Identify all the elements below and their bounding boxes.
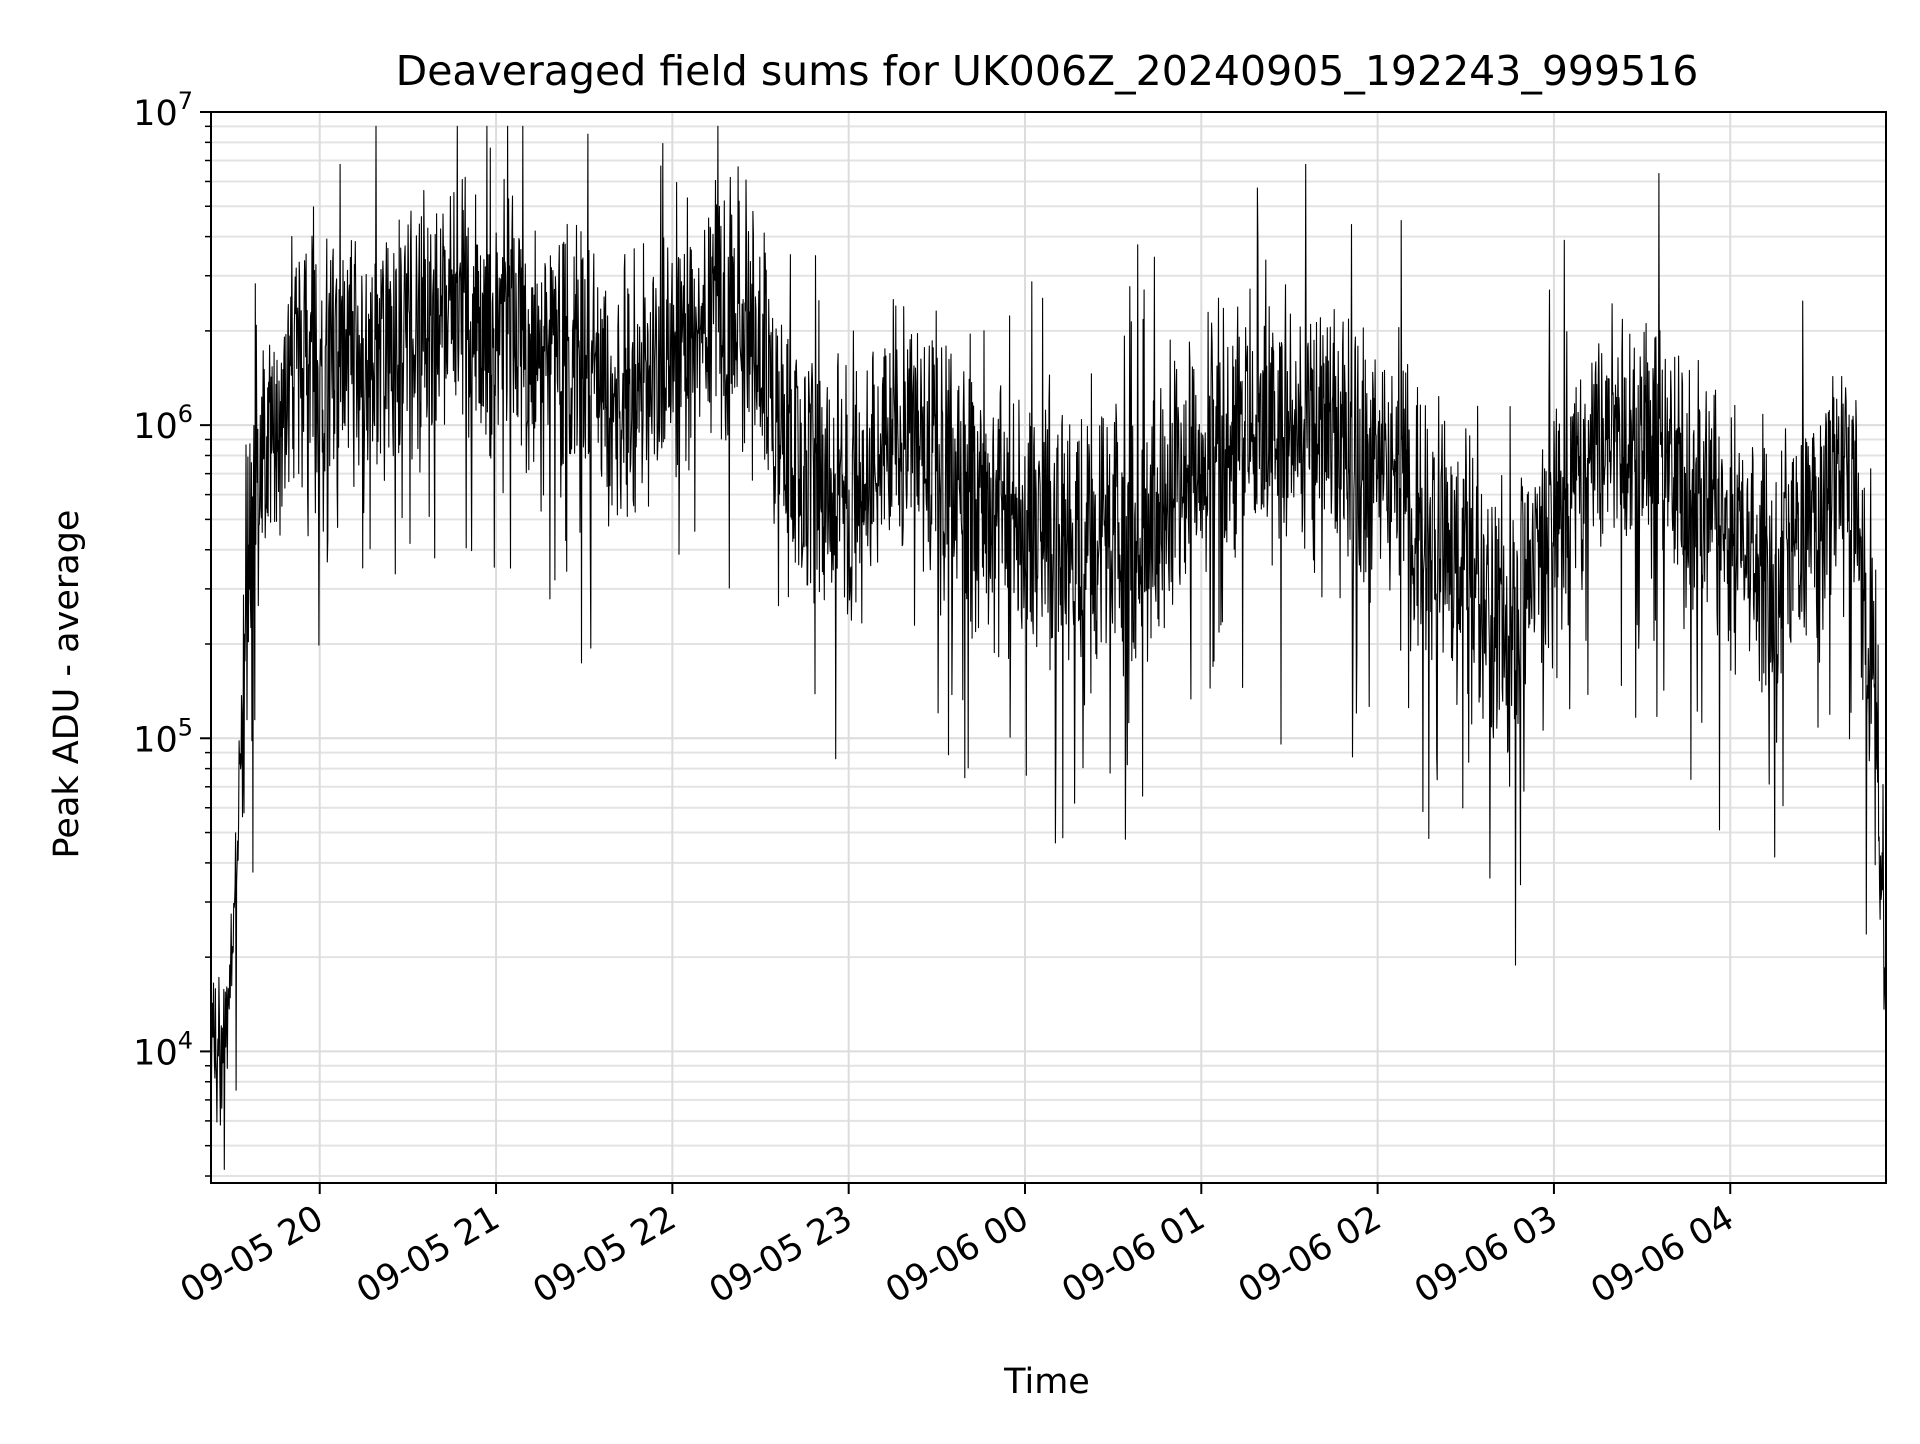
series-line [210, 125, 1887, 1170]
plot-frame [210, 111, 1887, 1184]
x-axis-label: Time [1003, 1362, 1090, 1402]
chart-title: Deaveraged field sums for UK006Z_2024090… [396, 47, 1699, 95]
y-tick-label: 107 [133, 87, 193, 134]
y-axis-label: Peak ADU - average [47, 510, 87, 859]
y-tick-label: 104 [133, 1026, 193, 1073]
data-layer [210, 125, 1887, 1170]
y-tick-label: 105 [133, 713, 193, 760]
y-tick-label: 106 [133, 400, 193, 447]
